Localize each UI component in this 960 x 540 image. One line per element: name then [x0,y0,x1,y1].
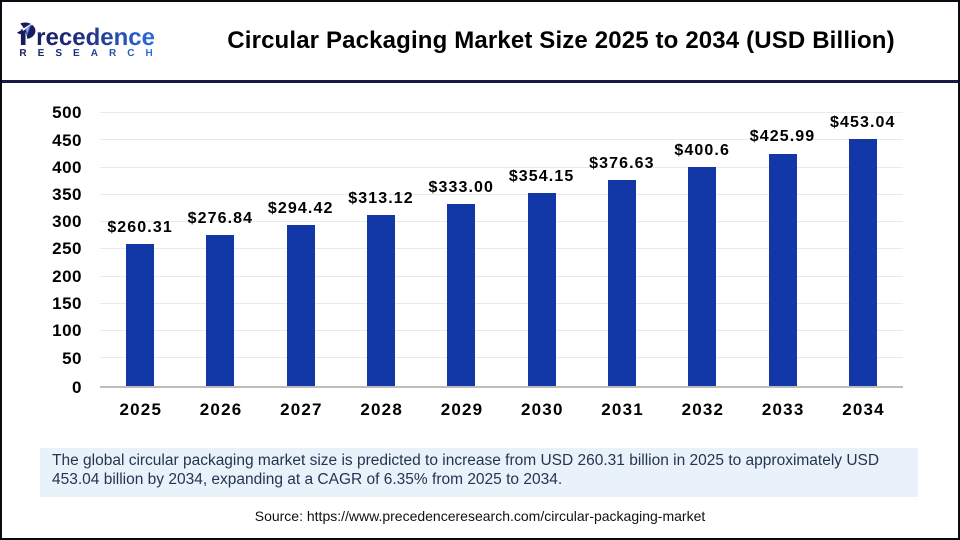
svg-text:recedence: recedence [36,24,155,51]
